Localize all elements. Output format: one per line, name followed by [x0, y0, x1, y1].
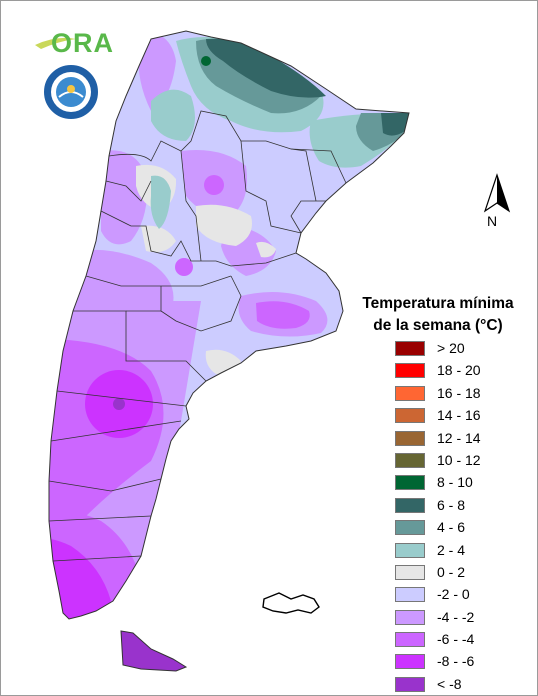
- legend-label: -6 - -4: [437, 631, 475, 648]
- legend-swatch: [395, 497, 425, 513]
- logo-text: ORA: [51, 28, 114, 58]
- legend-swatch: [395, 341, 425, 356]
- legend-swatch: [395, 632, 425, 648]
- legend-label: < -8: [437, 675, 462, 692]
- legend-title-line1: Temperatura mínima: [362, 295, 514, 312]
- smn-seal: [42, 63, 100, 121]
- legend-label: 8 - 10: [437, 474, 473, 491]
- legend-title-line2: de la semana (°C): [373, 317, 503, 334]
- legend-label: 4 - 6: [437, 519, 466, 536]
- legend-swatch: [395, 609, 425, 625]
- legend-swatch: [395, 654, 425, 670]
- legend-swatch: [395, 452, 425, 468]
- legend-swatch: [395, 385, 425, 401]
- legend-label: 18 - 20: [437, 362, 481, 379]
- legend-swatch: [395, 408, 425, 424]
- legend-swatch: [395, 363, 425, 379]
- legend-label: -8 - -6: [437, 653, 475, 670]
- legend-label: 12 - 14: [437, 429, 481, 446]
- malvinas-islands: [262, 592, 320, 614]
- legend-swatch: [395, 676, 425, 692]
- legend-label: -2 - 0: [437, 586, 470, 603]
- legend-label: 6 - 8: [437, 496, 466, 513]
- legend-label: 14 - 16: [437, 407, 481, 424]
- legend-label: 0 - 2: [437, 563, 466, 580]
- legend-swatch: [395, 587, 425, 603]
- legend-swatch: [395, 542, 425, 558]
- tierra-del-fuego: [120, 630, 188, 672]
- logo-swoosh: [35, 37, 76, 49]
- legend-swatch: [395, 430, 425, 446]
- legend-swatch: [395, 564, 425, 580]
- north-arrow-label: N: [487, 213, 498, 229]
- legend-label: 2 - 4: [437, 541, 466, 558]
- legend-label: -4 - -2: [437, 608, 475, 625]
- legend-label: 16 - 18: [437, 384, 481, 401]
- legend-swatch: [395, 475, 425, 491]
- province-borders: [48, 110, 347, 562]
- legend-label: > 20: [437, 340, 465, 356]
- legend-label: 10 - 12: [437, 451, 481, 468]
- legend-title: Temperatura mínima de la semana (°C): [349, 293, 527, 337]
- legend-swatch: [395, 520, 425, 536]
